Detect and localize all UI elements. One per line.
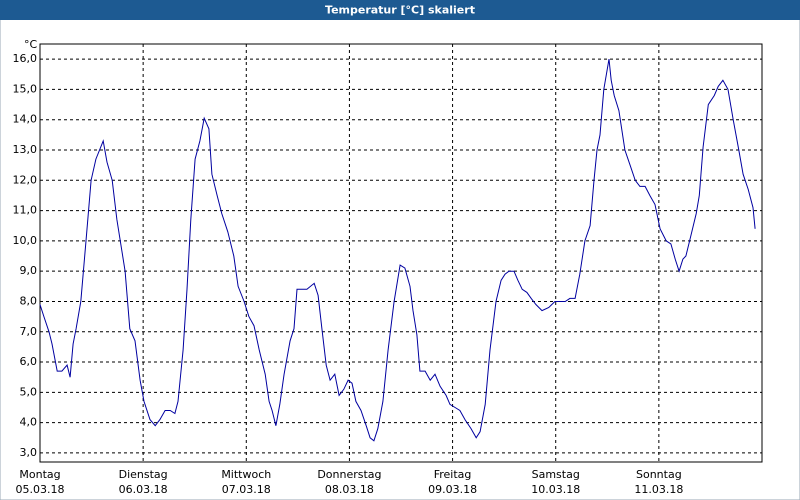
- x-tick-label: Dienstag: [119, 468, 168, 481]
- x-tick-date: 08.03.18: [325, 483, 374, 496]
- y-tick-label: 16,0: [13, 52, 38, 65]
- y-tick-label: 10,0: [13, 234, 38, 247]
- x-tick-label: Samstag: [532, 468, 580, 481]
- x-tick-date: 11.03.18: [634, 483, 683, 496]
- y-tick-label: 12,0: [13, 173, 38, 186]
- x-tick-date: 07.03.18: [222, 483, 271, 496]
- y-tick-label: 7,0: [20, 325, 38, 338]
- title-bar: [0, 0, 800, 20]
- y-tick-label: 5,0: [20, 385, 38, 398]
- plot-border: [39, 43, 763, 463]
- x-tick-date: 09.03.18: [428, 483, 477, 496]
- y-tick-label: 13,0: [13, 143, 38, 156]
- x-tick-label: Mittwoch: [221, 468, 271, 481]
- x-tick-label: Sonntag: [636, 468, 682, 481]
- y-tick-label: 4,0: [20, 416, 38, 429]
- y-tick-label: 11,0: [13, 204, 38, 217]
- y-tick-label: 9,0: [20, 264, 38, 277]
- y-tick-label: 8,0: [20, 294, 38, 307]
- x-tick-label: Freitag: [434, 468, 472, 481]
- y-unit: °C: [24, 38, 38, 51]
- y-tick-label: 14,0: [13, 113, 38, 126]
- x-tick-date: 10.03.18: [531, 483, 580, 496]
- y-tick-label: 3,0: [20, 446, 38, 459]
- plot-background: [40, 44, 762, 462]
- chart-title: Temperatur [°C] skaliert: [325, 4, 475, 17]
- x-tick-date: 05.03.18: [16, 483, 65, 496]
- temperature-line: [39, 59, 756, 442]
- x-tick-date: 06.03.18: [119, 483, 168, 496]
- y-tick-label: 15,0: [13, 82, 38, 95]
- y-tick-label: 6,0: [20, 355, 38, 368]
- x-tick-label: Donnerstag: [317, 468, 381, 481]
- x-tick-label: Montag: [19, 468, 60, 481]
